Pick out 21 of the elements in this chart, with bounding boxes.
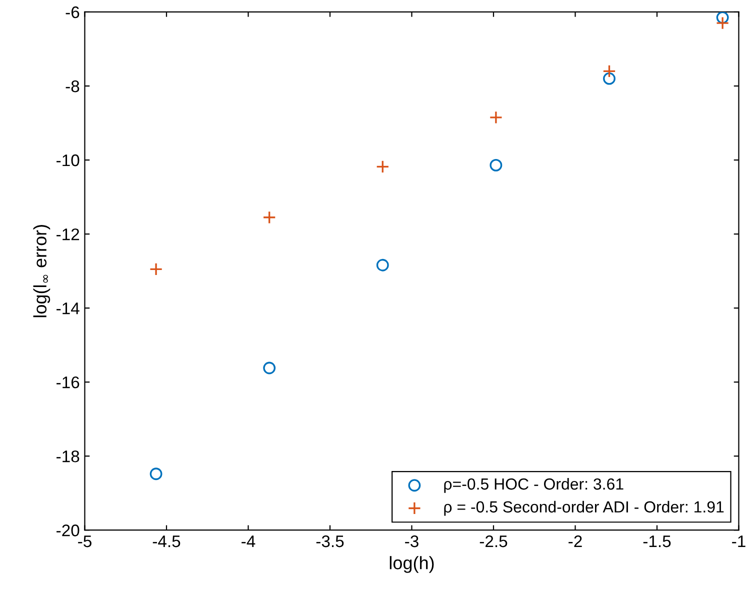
legend-label: ρ=-0.5 HOC - Order: 3.61 <box>444 478 624 493</box>
x-tick-label: -5 <box>78 536 92 548</box>
legend-label: ρ = -0.5 Second-order ADI - Order: 1.91 <box>444 500 724 516</box>
x-tick-label: -3 <box>405 535 418 548</box>
y-tick-label: -12 <box>56 228 80 240</box>
y-tick-label: -18 <box>56 450 80 462</box>
x-tick-label: -2.5 <box>480 535 508 548</box>
x-tick-label: -4 <box>242 536 256 548</box>
x-tick-label: -4.5 <box>152 536 180 548</box>
y-tick-label: -14 <box>56 302 80 314</box>
y-tick-label: -20 <box>56 524 80 536</box>
x-tick-label: -3.5 <box>316 535 344 548</box>
y-tick-label: -10 <box>56 154 80 166</box>
y-tick-label: -8 <box>66 80 80 92</box>
x-tick-label: -1.5 <box>643 536 671 548</box>
y-axis-title: log(l$_{∞}$ error) <box>33 225 50 318</box>
x-tick-label: -1 <box>732 536 746 548</box>
y-tick-label: -6 <box>66 6 80 18</box>
y-tick-label: -16 <box>56 376 80 388</box>
x-tick-label: -2 <box>568 535 582 548</box>
x-axis-title: log(h) <box>390 556 434 573</box>
